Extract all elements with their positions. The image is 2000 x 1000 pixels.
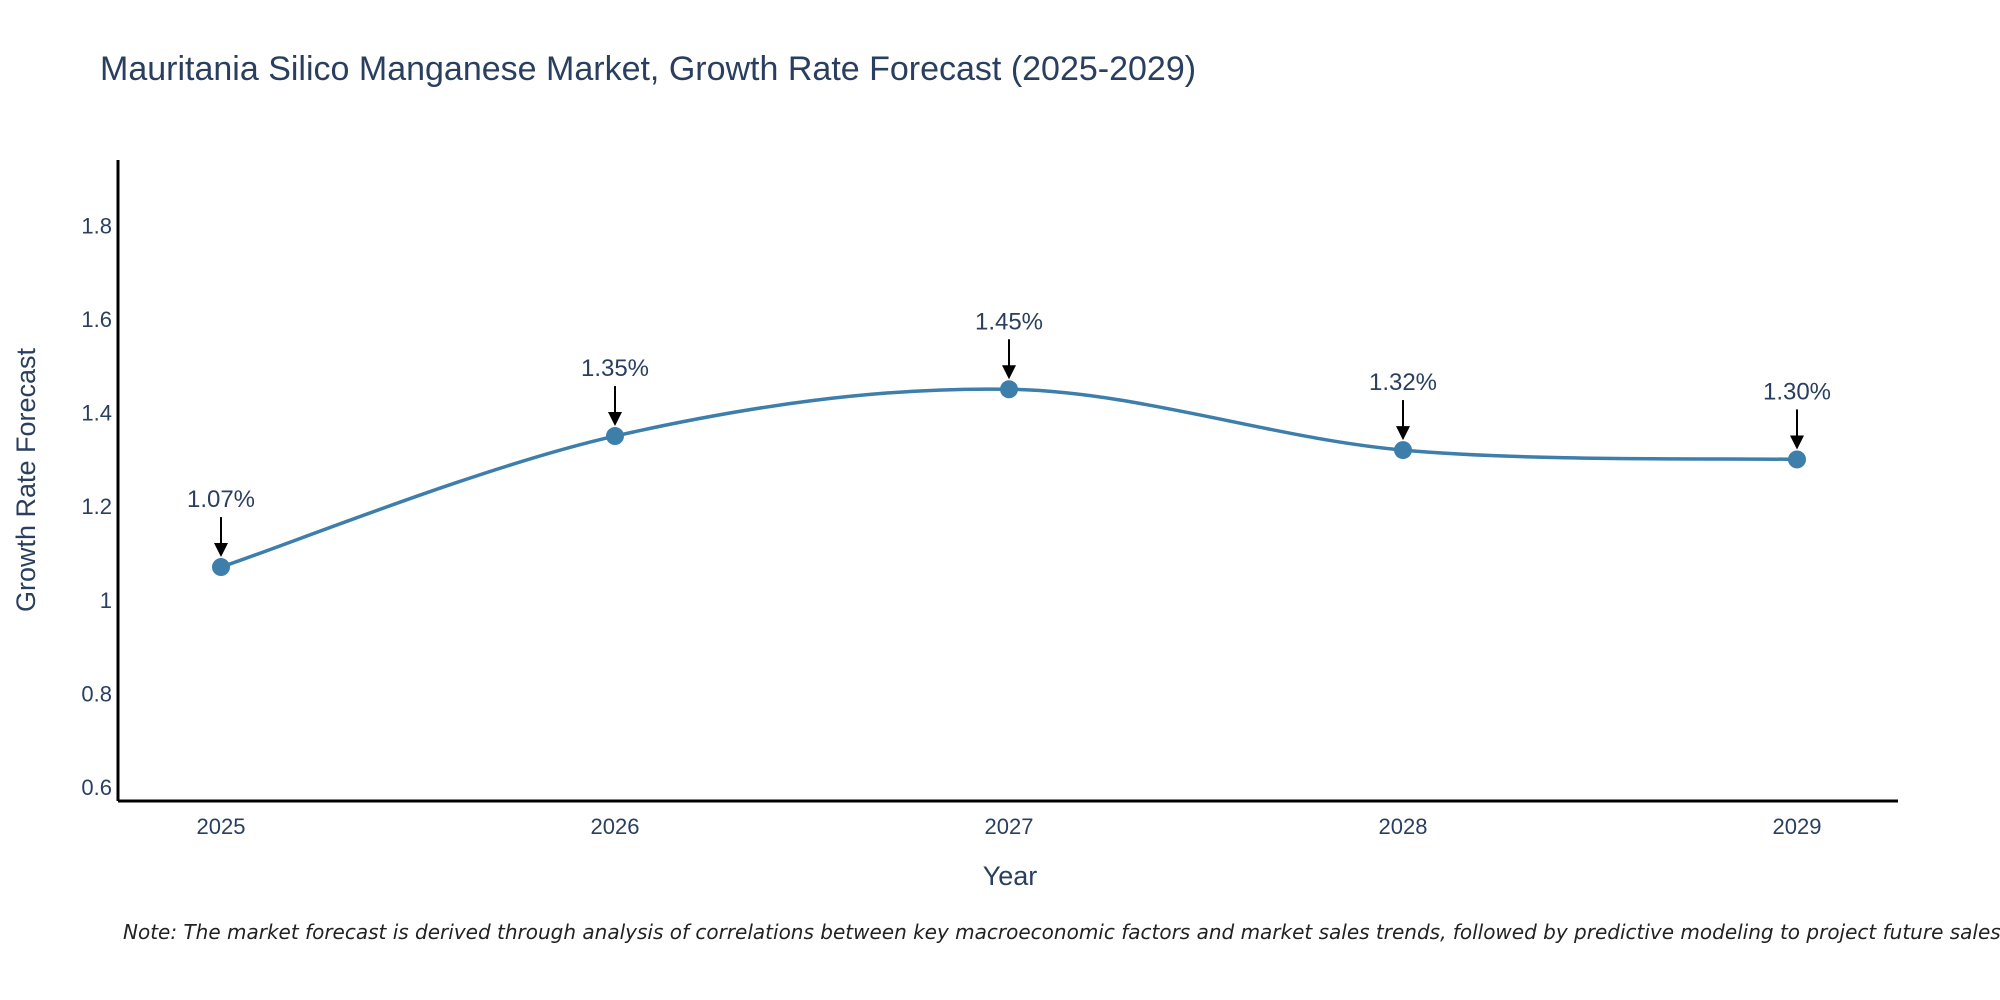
annotation-arrowhead	[1790, 435, 1804, 450]
y-tick-label: 0.6	[81, 775, 112, 800]
y-tick-label: 1.8	[81, 214, 112, 239]
data-label: 1.35%	[581, 355, 649, 382]
data-point	[1394, 441, 1412, 460]
series-line	[220, 387, 1798, 569]
annotation-arrowhead	[214, 543, 228, 558]
chart-title: Mauritania Silico Manganese Market, Grow…	[100, 50, 1196, 88]
y-axis-title: Growth Rate Forecast	[11, 347, 41, 612]
data-label: 1.07%	[187, 486, 255, 513]
y-tick-label: 1.2	[81, 494, 112, 519]
data-point	[212, 558, 230, 577]
x-tick-label: 2026	[591, 814, 640, 839]
data-point	[606, 427, 624, 446]
annotation-arrowhead	[1396, 426, 1410, 441]
plot-area: 0.6 0.8 1 1.2 1.4 1.6 1.8 2025 2026 2027 2028 2029 1…	[81, 160, 1898, 839]
x-tick-label: 2029	[1773, 814, 1822, 839]
x-tick-label: 2028	[1379, 814, 1428, 839]
y-tick-label: 1.6	[81, 307, 112, 332]
data-label: 1.32%	[1369, 369, 1437, 396]
x-axis-title: Year	[983, 861, 1038, 891]
data-label: 1.30%	[1763, 378, 1831, 405]
y-tick-label: 1.4	[81, 401, 112, 426]
data-point	[1788, 450, 1806, 469]
x-tick-label: 2025	[197, 814, 246, 839]
data-label: 1.45%	[975, 308, 1043, 335]
annotation-arrowhead	[1002, 365, 1016, 380]
y-tick-label: 0.8	[81, 681, 112, 706]
x-tick-label: 2027	[985, 814, 1034, 839]
y-tick-label: 1	[100, 588, 112, 613]
data-point	[1000, 380, 1018, 399]
footnote: Note: The market forecast is derived thr…	[123, 920, 2000, 944]
annotation-arrowhead	[608, 412, 622, 427]
